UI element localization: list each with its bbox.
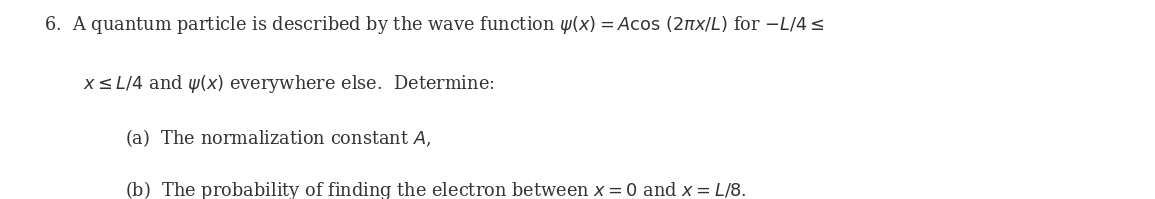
Text: (a)  The normalization constant $A$,: (a) The normalization constant $A$, bbox=[125, 127, 431, 149]
Text: (b)  The probability of finding the electron between $x = 0$ and $x = L/8$.: (b) The probability of finding the elect… bbox=[125, 179, 746, 199]
Text: $x \leq L/4$ and $\psi(x)$ everywhere else.  Determine:: $x \leq L/4$ and $\psi(x)$ everywhere el… bbox=[83, 73, 494, 95]
Text: 6.  A quantum particle is described by the wave function $\psi(x) = A\cos\,(2\pi: 6. A quantum particle is described by th… bbox=[44, 14, 825, 36]
